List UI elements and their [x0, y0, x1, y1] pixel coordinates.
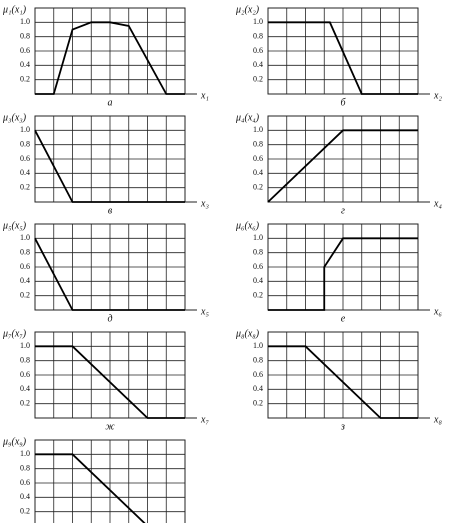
- y-tick-label: 0.6: [20, 370, 30, 379]
- y-axis-label: μ₆(x₆): [235, 220, 260, 231]
- y-tick-label: 0.8: [20, 247, 30, 256]
- y-tick-label: 0.8: [253, 31, 263, 40]
- y-tick-label: 0.6: [20, 46, 30, 55]
- y-tick-label: 1.0: [253, 17, 263, 26]
- caption: д: [107, 313, 112, 324]
- y-tick-label: 0.4: [253, 60, 263, 69]
- y-tick-label: 0.8: [253, 139, 263, 148]
- x-axis-label: x₃: [200, 198, 209, 209]
- y-tick-label: 1.0: [20, 233, 30, 242]
- y-tick-label: 0.4: [253, 276, 263, 285]
- y-tick-label: 0.2: [20, 182, 30, 191]
- x-axis-label: x₄: [433, 198, 442, 209]
- y-tick-label: 0.6: [253, 46, 263, 55]
- y-tick-label: 0.2: [253, 290, 263, 299]
- y-axis-label: μ₇(x₇): [2, 328, 27, 339]
- y-tick-label: 1.0: [20, 17, 30, 26]
- y-tick-label: 0.4: [253, 384, 263, 393]
- y-tick-label: 0.2: [253, 398, 263, 407]
- y-axis-label: μ₂(x₂): [235, 4, 260, 15]
- membership-line: [268, 237, 418, 311]
- y-axis-label: μ₈(x₈): [235, 328, 260, 339]
- caption: е: [341, 313, 346, 324]
- x-axis-label: x₆: [433, 306, 442, 317]
- y-tick-label: 0.4: [20, 168, 30, 177]
- y-axis-label: μ₉(x₉): [2, 436, 27, 447]
- membership-line: [268, 21, 418, 95]
- y-tick-label: 0.8: [253, 355, 263, 364]
- caption: а: [108, 97, 113, 108]
- x-axis-label: x₅: [200, 306, 209, 317]
- membership-line: [267, 129, 418, 203]
- y-tick-label: 0.2: [20, 506, 30, 515]
- y-tick-label: 0.2: [20, 398, 30, 407]
- y-tick-label: 1.0: [20, 341, 30, 350]
- caption: б: [340, 97, 346, 108]
- y-axis-label: μ₅(x₅): [2, 220, 27, 231]
- caption: з: [340, 421, 345, 432]
- y-tick-label: 0.8: [20, 355, 30, 364]
- y-tick-label: 0.2: [253, 182, 263, 191]
- y-tick-label: 1.0: [253, 125, 263, 134]
- x-axis-label: x₇: [200, 414, 209, 425]
- y-tick-label: 0.6: [20, 154, 30, 163]
- y-tick-label: 0.6: [253, 262, 263, 271]
- y-tick-label: 1.0: [20, 125, 30, 134]
- y-tick-label: 0.6: [253, 154, 263, 163]
- y-tick-label: 0.8: [20, 31, 30, 40]
- x-axis-label: x₁: [200, 90, 209, 101]
- membership-line: [35, 453, 146, 523]
- y-tick-label: 0.4: [253, 168, 263, 177]
- y-tick-label: 0.6: [253, 370, 263, 379]
- y-tick-label: 0.4: [20, 384, 30, 393]
- y-tick-label: 0.6: [20, 478, 30, 487]
- y-tick-label: 0.2: [20, 74, 30, 83]
- membership-line: [35, 21, 185, 95]
- y-tick-label: 1.0: [253, 233, 263, 242]
- caption: ж: [105, 421, 115, 432]
- y-tick-label: 0.8: [253, 247, 263, 256]
- membership-line: [35, 345, 185, 419]
- membership-line: [34, 129, 185, 203]
- x-axis-label: x₈: [433, 414, 442, 425]
- y-axis-label: μ₄(x₄): [235, 112, 260, 123]
- y-axis-label: μ₁(x₁): [2, 4, 27, 15]
- y-axis-label: μ₃(x₃): [2, 112, 27, 123]
- y-tick-label: 0.6: [20, 262, 30, 271]
- x-axis-label: x₂: [433, 90, 442, 101]
- y-tick-label: 1.0: [253, 341, 263, 350]
- y-tick-label: 0.4: [20, 276, 30, 285]
- y-tick-label: 0.2: [253, 74, 263, 83]
- y-tick-label: 0.2: [20, 290, 30, 299]
- caption: в: [108, 205, 113, 216]
- y-tick-label: 1.0: [20, 449, 30, 458]
- y-tick-label: 0.8: [20, 139, 30, 148]
- membership-line: [34, 237, 185, 311]
- caption: г: [341, 205, 345, 216]
- y-tick-label: 0.4: [20, 492, 30, 501]
- membership-line: [268, 345, 418, 419]
- y-tick-label: 0.8: [20, 463, 30, 472]
- y-tick-label: 0.4: [20, 60, 30, 69]
